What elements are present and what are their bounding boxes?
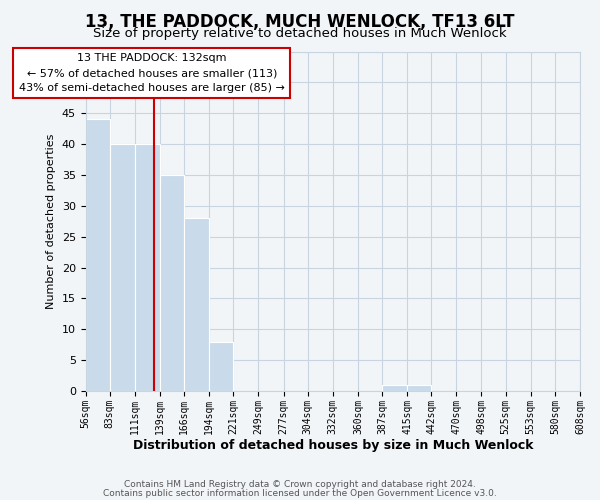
Text: Contains HM Land Registry data © Crown copyright and database right 2024.: Contains HM Land Registry data © Crown c…: [124, 480, 476, 489]
Bar: [86, 120, 110, 391]
Bar: [184, 218, 209, 391]
Text: Contains public sector information licensed under the Open Government Licence v3: Contains public sector information licen…: [103, 488, 497, 498]
Text: 13 THE PADDOCK: 132sqm
← 57% of detached houses are smaller (113)
43% of semi-de: 13 THE PADDOCK: 132sqm ← 57% of detached…: [19, 54, 285, 93]
Bar: [382, 385, 407, 391]
Text: Size of property relative to detached houses in Much Wenlock: Size of property relative to detached ho…: [93, 28, 507, 40]
Bar: [160, 175, 184, 391]
Text: 13, THE PADDOCK, MUCH WENLOCK, TF13 6LT: 13, THE PADDOCK, MUCH WENLOCK, TF13 6LT: [85, 12, 515, 30]
Bar: [110, 144, 135, 391]
X-axis label: Distribution of detached houses by size in Much Wenlock: Distribution of detached houses by size …: [133, 440, 533, 452]
Bar: [135, 144, 160, 391]
Bar: [407, 385, 431, 391]
Y-axis label: Number of detached properties: Number of detached properties: [46, 134, 56, 309]
Bar: [209, 342, 233, 391]
